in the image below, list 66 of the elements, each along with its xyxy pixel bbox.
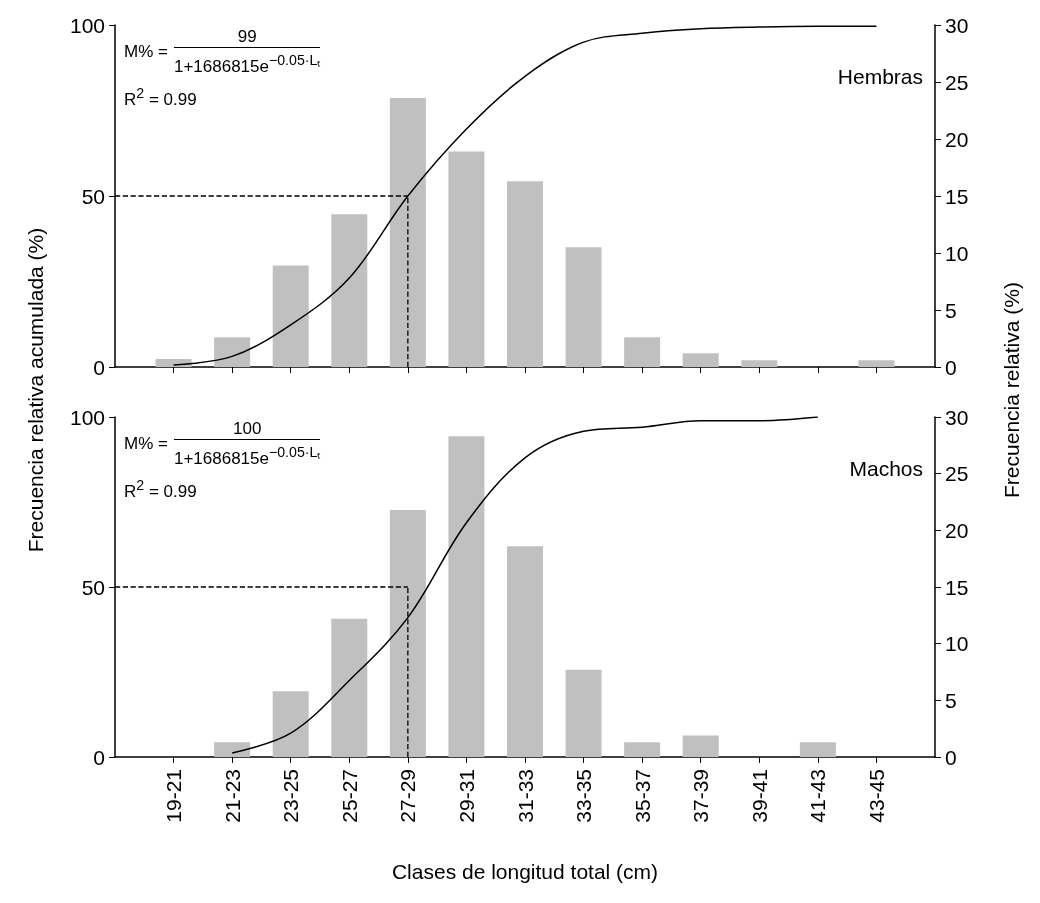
y2-tick-label: 30 xyxy=(945,13,969,37)
bar xyxy=(565,247,602,367)
annotation: R$^{2}$ = 0.99 xyxy=(124,84,198,110)
annotation: 99 xyxy=(236,27,258,47)
y-tick-label: 0 xyxy=(93,745,105,769)
annotation: M% = xyxy=(124,41,168,62)
annotation: 1+1686815e$^{−0.05·Lₜ}$ xyxy=(173,439,321,469)
x-tick-label: 41-43 xyxy=(806,769,830,823)
bar xyxy=(682,735,719,757)
y2-tick-label: 25 xyxy=(945,462,969,486)
y2-tick-label: 0 xyxy=(945,355,957,379)
bar xyxy=(155,359,192,367)
y-tick-label: 50 xyxy=(81,575,105,599)
x-tick-label: 35-37 xyxy=(630,769,654,823)
y-axis-title: Frecuencia relativa acumulada (%) xyxy=(24,227,48,553)
bar xyxy=(272,265,309,367)
x-tick-label: 43-45 xyxy=(864,769,888,823)
bar xyxy=(214,742,251,757)
x-axis-title: Clases de longitud total (cm) xyxy=(391,860,659,884)
x-tick-label: 37-39 xyxy=(689,769,713,823)
y-tick-label: 100 xyxy=(69,13,105,37)
y2-tick-label: 20 xyxy=(945,127,969,151)
y2-axis-title: Frecuencia relativa (%) xyxy=(1000,282,1024,498)
y2-tick-label: 10 xyxy=(945,632,969,656)
bar xyxy=(448,436,485,757)
x-tick-label: 25-27 xyxy=(337,769,361,823)
annotation: M% = xyxy=(124,433,168,454)
bar xyxy=(214,337,251,367)
y-tick-label: 100 xyxy=(69,405,105,429)
text: Hembras xyxy=(837,65,923,89)
annotation: 1+1686815e$^{−0.05·Lₜ}$ xyxy=(173,47,321,77)
y2-tick-label: 5 xyxy=(945,688,957,712)
bar xyxy=(331,214,368,367)
text: Machos xyxy=(849,457,923,481)
bar xyxy=(507,181,543,367)
y2-tick-label: 30 xyxy=(945,405,969,429)
bar xyxy=(682,353,719,367)
bar xyxy=(565,669,602,757)
y2-tick-label: 5 xyxy=(945,298,957,322)
bar xyxy=(624,337,661,367)
y-tick-label: 50 xyxy=(81,184,105,208)
x-tick-label: 23-25 xyxy=(279,769,303,823)
y2-tick-label: 0 xyxy=(945,745,957,769)
y2-tick-label: 25 xyxy=(945,70,969,94)
x-tick-label: 39-41 xyxy=(747,769,771,823)
x-tick-label: 19-21 xyxy=(162,769,186,823)
bar xyxy=(448,151,485,367)
bar xyxy=(507,546,543,757)
x-tick-label: 27-29 xyxy=(396,769,420,823)
y2-tick-label: 15 xyxy=(945,575,969,599)
x-tick-label: 21-23 xyxy=(220,769,244,823)
annotation: R$^{2}$ = 0.99 xyxy=(124,476,198,502)
x-tick-label: 29-31 xyxy=(454,769,478,823)
x-tick-label: 33-35 xyxy=(572,769,596,823)
bar xyxy=(272,691,309,757)
y2-tick-label: 10 xyxy=(945,241,969,265)
bar xyxy=(799,742,836,757)
bar xyxy=(624,742,661,757)
x-tick-label: 31-33 xyxy=(513,769,537,823)
annotation: 100 xyxy=(231,419,263,439)
bar xyxy=(741,360,778,367)
y2-tick-label: 15 xyxy=(945,184,969,208)
y-tick-label: 0 xyxy=(93,355,105,379)
bar xyxy=(858,360,895,367)
bar xyxy=(331,618,368,757)
y2-tick-label: 20 xyxy=(945,518,969,542)
